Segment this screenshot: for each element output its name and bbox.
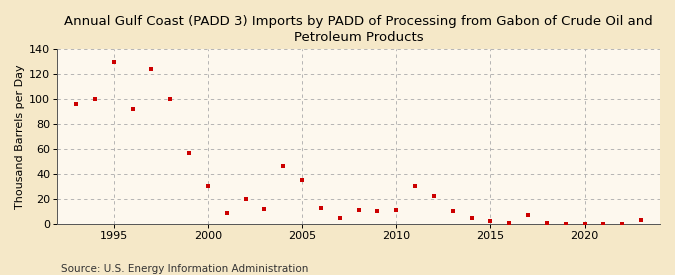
Point [485, 219, 496, 224]
Title: Annual Gulf Coast (PADD 3) Imports by PADD of Processing from Gabon of Crude Oil: Annual Gulf Coast (PADD 3) Imports by PA… [64, 15, 653, 44]
Point [579, 222, 590, 226]
Point [372, 209, 383, 214]
Point [466, 215, 477, 220]
Point [598, 222, 609, 226]
Point [202, 184, 213, 189]
Point [71, 102, 82, 106]
Point [617, 222, 628, 226]
Point [541, 220, 552, 225]
Point [315, 205, 326, 210]
Point [429, 194, 439, 199]
Point [221, 210, 232, 215]
Point [240, 197, 251, 201]
Point [560, 222, 571, 226]
Point [334, 215, 345, 220]
Point [522, 213, 533, 217]
Point [109, 60, 119, 64]
Point [127, 107, 138, 111]
Text: Source: U.S. Energy Information Administration: Source: U.S. Energy Information Administ… [61, 264, 308, 274]
Point [165, 97, 176, 101]
Point [259, 207, 270, 211]
Point [90, 97, 101, 101]
Point [278, 164, 289, 169]
Point [391, 208, 402, 212]
Y-axis label: Thousand Barrels per Day: Thousand Barrels per Day [15, 64, 25, 209]
Point [184, 151, 194, 155]
Point [297, 178, 308, 182]
Point [353, 208, 364, 212]
Point [410, 184, 421, 189]
Point [146, 67, 157, 72]
Point [504, 220, 515, 225]
Point [448, 209, 458, 214]
Point [636, 218, 647, 222]
